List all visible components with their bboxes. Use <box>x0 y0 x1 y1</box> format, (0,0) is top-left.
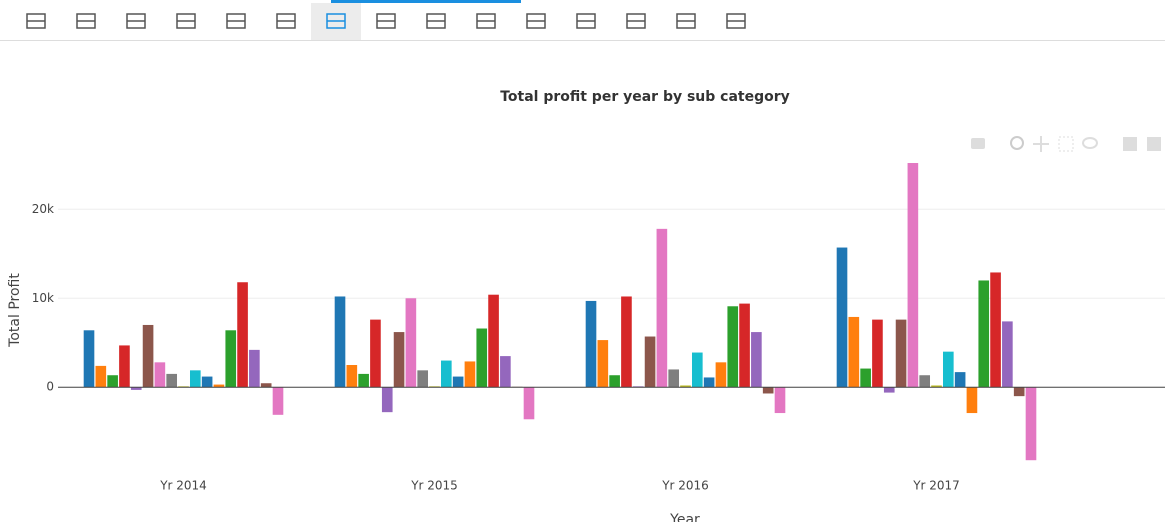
zoom-icon <box>1010 136 1024 150</box>
bar <box>621 296 632 388</box>
toolbar <box>0 0 1165 40</box>
bar <box>237 282 248 388</box>
camera-icon <box>971 138 985 149</box>
bar <box>346 365 358 388</box>
bar <box>848 316 860 388</box>
bar <box>417 370 429 388</box>
bar <box>942 351 954 388</box>
bar <box>272 387 284 415</box>
bar <box>142 324 154 388</box>
bar <box>107 375 118 388</box>
bar <box>919 375 931 388</box>
bar <box>83 330 95 388</box>
bar <box>213 384 225 388</box>
bar <box>405 298 417 388</box>
bar <box>931 385 942 388</box>
y-tick-label: 0 <box>46 380 54 394</box>
bar <box>225 330 237 388</box>
bar <box>860 368 871 388</box>
x-tick-label: Yr 2014 <box>159 479 207 493</box>
bar <box>130 387 142 390</box>
bar <box>691 352 703 388</box>
bar <box>440 360 452 388</box>
bar <box>954 372 966 388</box>
bar <box>609 375 620 388</box>
bar <box>393 332 405 388</box>
y-axis-title: Total Profit <box>7 273 23 348</box>
bar <box>119 345 130 388</box>
bar <box>249 349 260 388</box>
x-axis-title: Year <box>669 512 700 522</box>
bar <box>644 336 656 388</box>
bar <box>201 376 213 388</box>
y-tick-label: 10k <box>32 291 54 305</box>
bar <box>334 296 346 388</box>
bar <box>751 332 762 388</box>
bar <box>680 385 691 388</box>
bar <box>166 373 178 388</box>
bar <box>1002 321 1013 388</box>
bar <box>370 319 381 388</box>
y-tick-label: 20k <box>32 202 54 216</box>
bar <box>476 328 488 388</box>
bar <box>978 280 990 388</box>
x-tick-label: Yr 2015 <box>410 479 458 493</box>
select-icon <box>1058 136 1074 152</box>
bar <box>774 387 786 414</box>
x-tick-label: Yr 2016 <box>661 479 709 493</box>
bar <box>464 361 476 388</box>
active-indicator <box>331 0 521 3</box>
bar <box>762 387 774 394</box>
bar <box>656 228 668 388</box>
bar <box>668 369 680 388</box>
bar <box>907 163 919 388</box>
bar <box>715 362 727 388</box>
lasso-icon <box>1082 137 1098 149</box>
bar <box>154 362 166 388</box>
bar <box>381 387 393 413</box>
chart-title: Total profit per year by sub category <box>500 89 790 105</box>
zoom-out-icon <box>1147 137 1161 151</box>
bar <box>500 356 511 388</box>
bar <box>883 387 895 393</box>
pan-icon <box>1033 136 1049 152</box>
bar <box>189 370 201 388</box>
zoom-in-icon <box>1123 137 1137 151</box>
bar <box>597 340 609 388</box>
bar <box>703 377 715 388</box>
modebar <box>971 136 1161 152</box>
bar <box>872 319 883 388</box>
bar <box>523 387 535 420</box>
bar <box>260 383 272 388</box>
bar <box>358 373 369 388</box>
bar <box>966 387 978 414</box>
bar <box>1013 387 1025 397</box>
x-tick-label: Yr 2017 <box>912 479 960 493</box>
bar <box>585 300 597 388</box>
bar <box>1025 387 1037 461</box>
bar <box>727 306 739 388</box>
bar <box>739 303 750 388</box>
bar <box>895 319 907 388</box>
bar <box>836 247 848 388</box>
toolbar-icons <box>26 13 746 29</box>
bar <box>452 376 464 388</box>
bar <box>990 272 1001 388</box>
bar <box>488 294 499 388</box>
bar <box>95 365 107 388</box>
